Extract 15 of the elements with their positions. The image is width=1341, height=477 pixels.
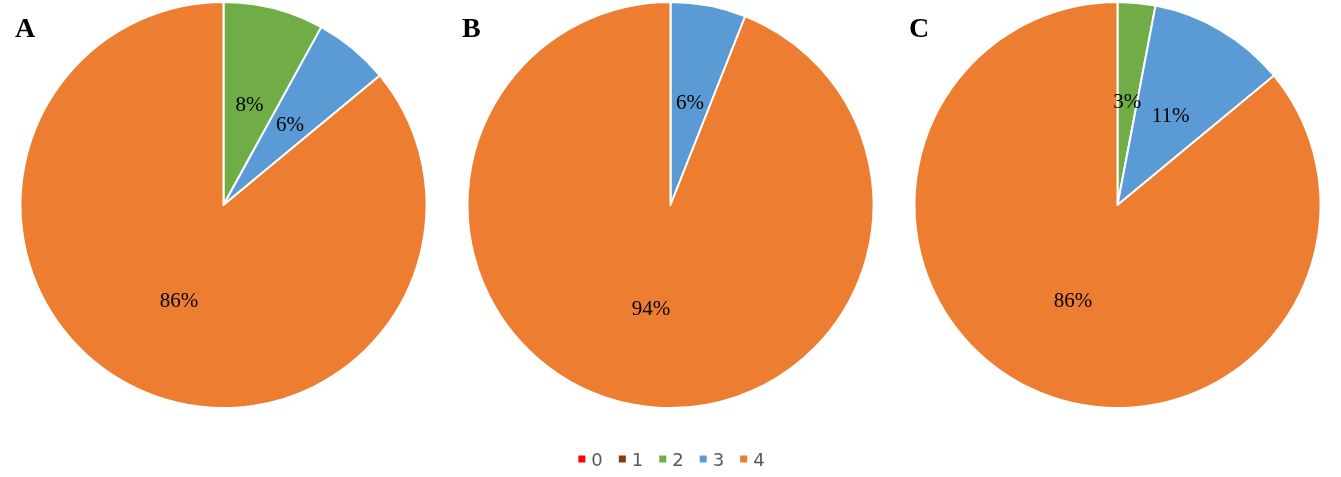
- legend-label: 4: [753, 448, 765, 470]
- data-label: 11%: [1151, 103, 1190, 128]
- legend-label: 3: [712, 448, 725, 470]
- chart-title: C: [909, 11, 930, 43]
- data-label: 94%: [631, 295, 671, 320]
- legend-label: 2: [672, 448, 684, 470]
- legend-label: 0: [591, 448, 603, 470]
- data-label: 86%: [1053, 287, 1093, 312]
- chart-title: A: [15, 11, 36, 43]
- data-label: 8%: [235, 91, 264, 116]
- data-label: 86%: [159, 287, 199, 312]
- chart-title: B: [462, 11, 481, 43]
- data-label: 6%: [676, 90, 705, 115]
- data-label: 6%: [276, 112, 305, 137]
- legend-label: 1: [631, 448, 644, 470]
